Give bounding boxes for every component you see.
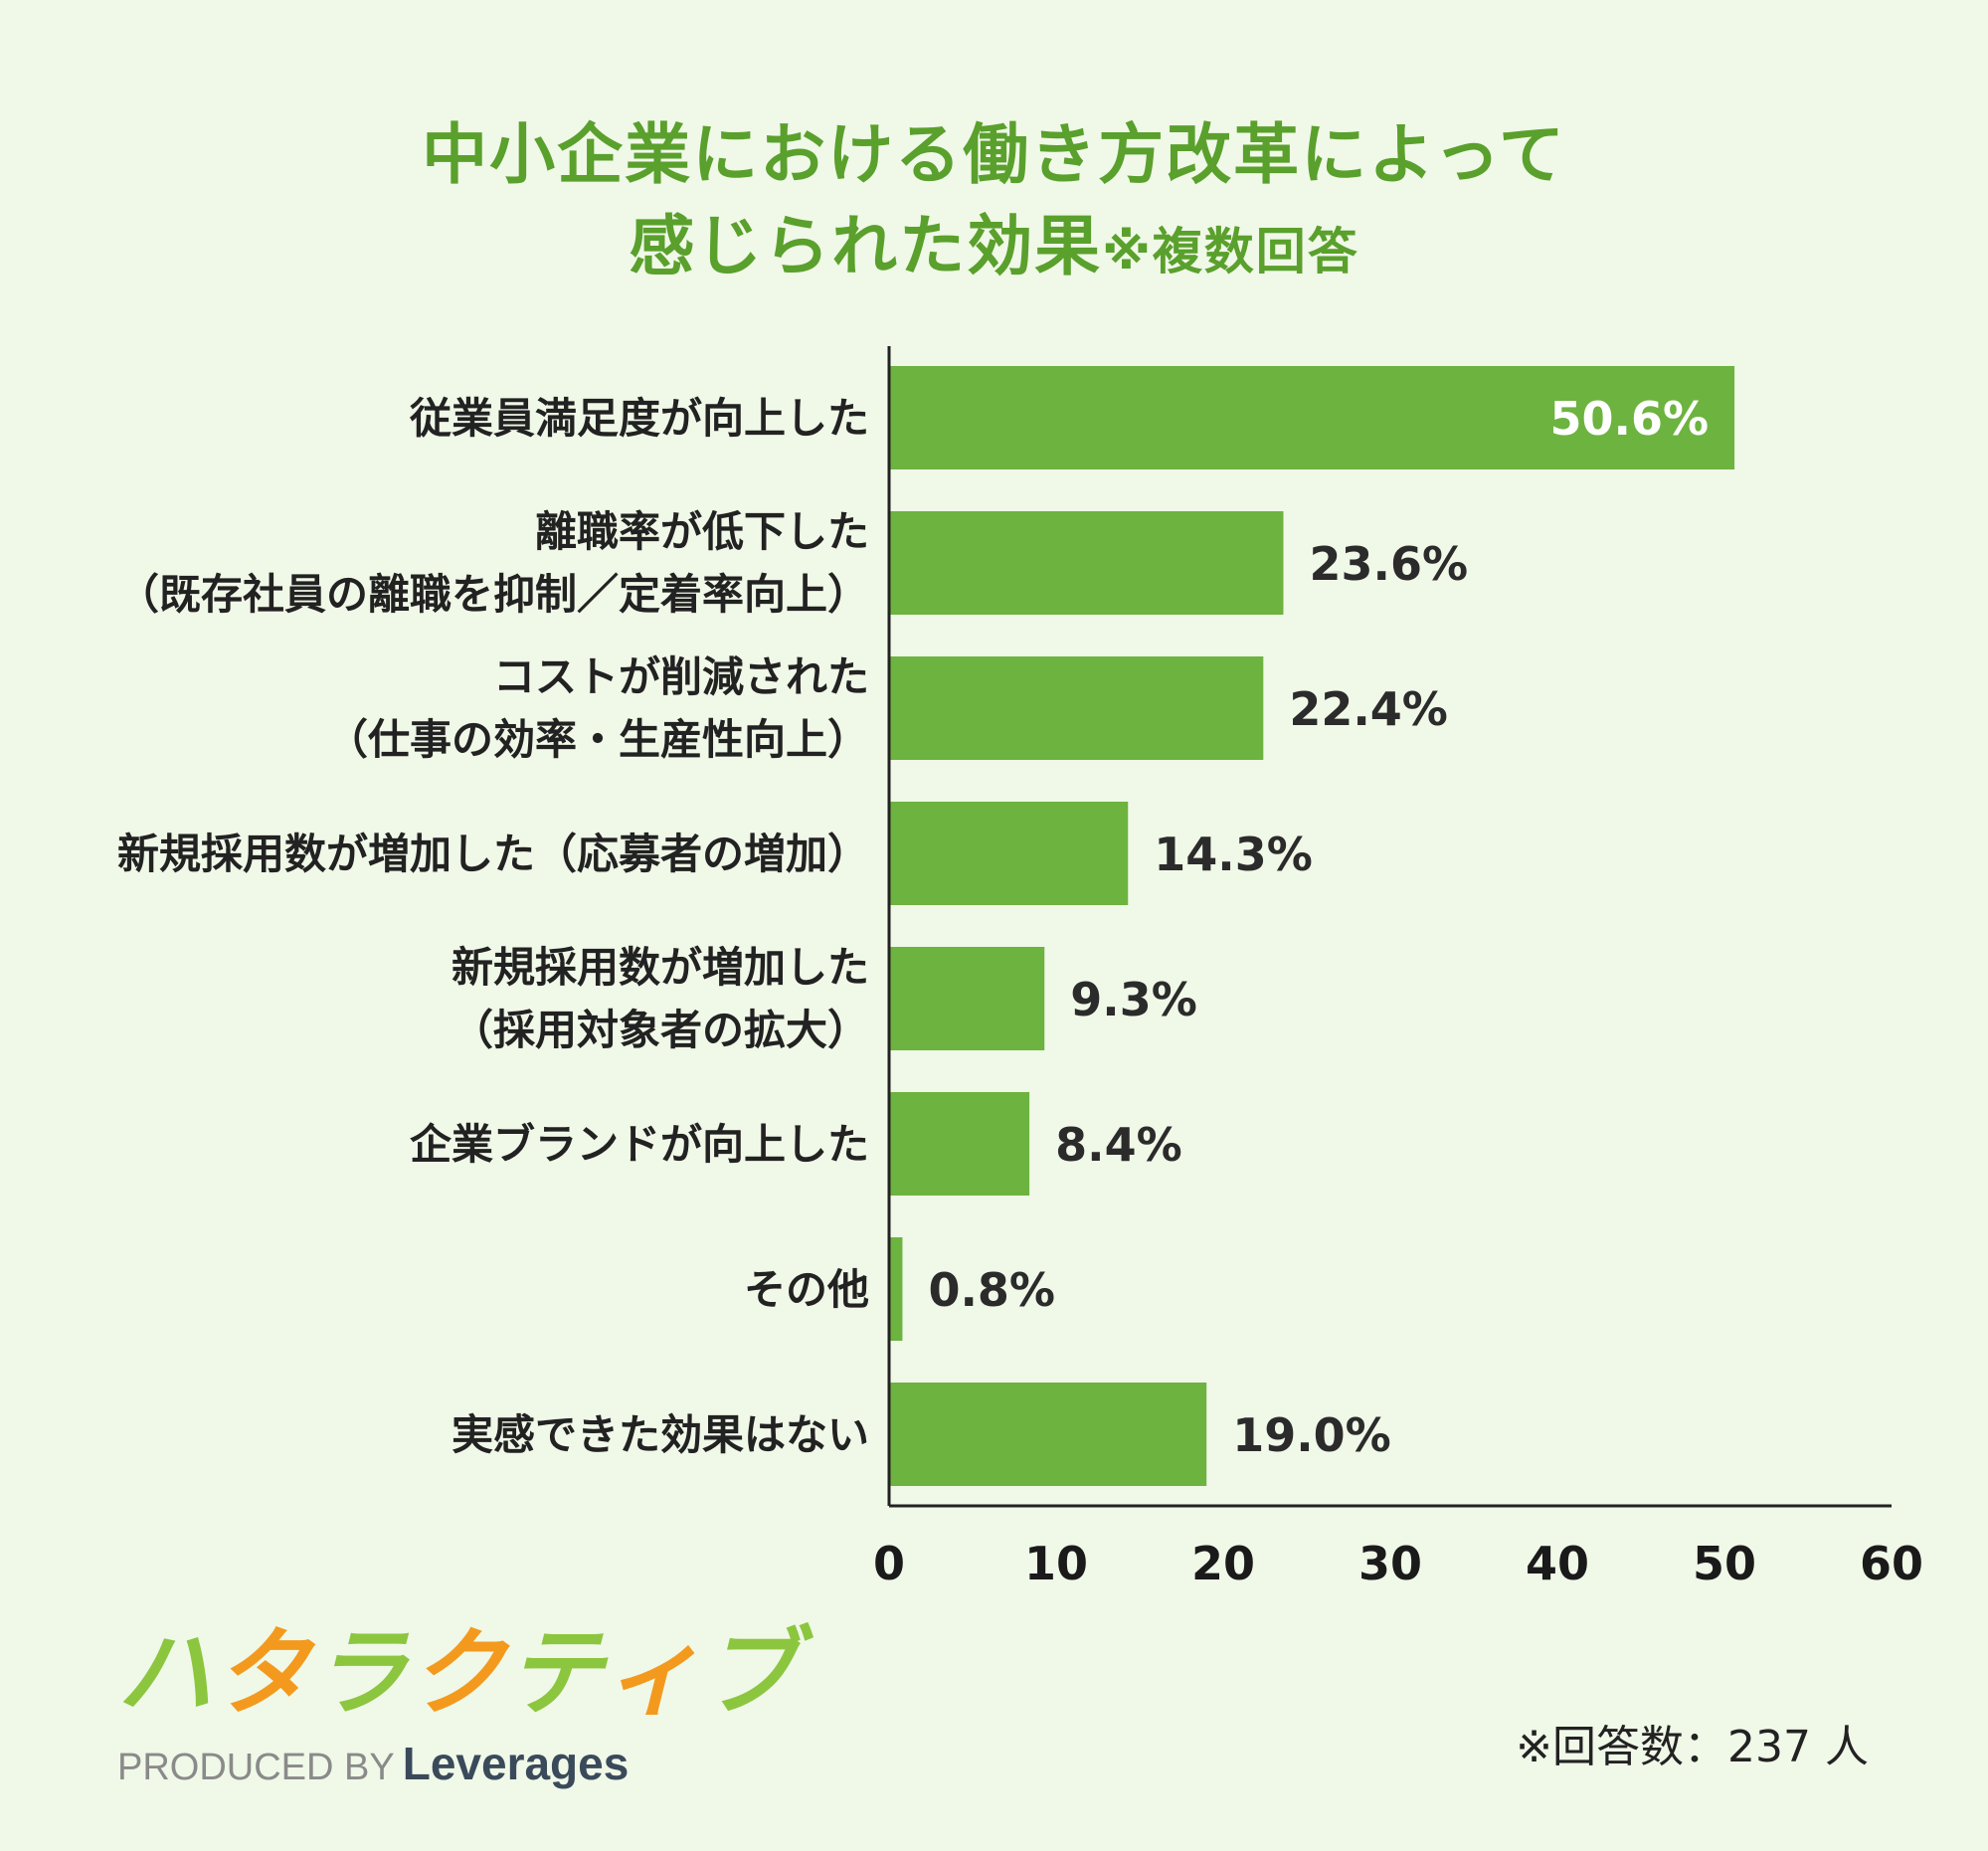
hataractive-logo: ハタラクティブ PRODUCED BY Leverages [117,1617,798,1790]
category-label-5-line-0: 企業ブランドが向上した [410,1120,869,1169]
value-label-5: 8.4% [1055,1118,1182,1172]
logo-char-4: テ [507,1617,605,1729]
chart-title-line1: 中小企業における働き方改革によって [422,116,1566,193]
chart-title-main: 感じられた効果 [629,208,1103,284]
chart-title: 中小企業における働き方改革によって 感じられた効果※複数回答 [0,109,1988,297]
category-label-1: 離職率が低下した （既存社員の離職を抑制／定着率向上） [117,507,869,619]
logo-char-1: タ [215,1617,312,1729]
x-tick-label-4: 40 [1526,1537,1589,1590]
bar-7 [889,1383,1207,1486]
category-label-4-line-0: 新規採用数が増加した [452,943,869,992]
bar-1 [889,511,1284,615]
x-tick-label-5: 50 [1693,1537,1756,1590]
category-label-4: 新規採用数が増加した （採用対象者の拡大） [452,943,869,1054]
chart-title-line2: 感じられた効果※複数回答 [0,201,1988,297]
x-tick-labels: 0 10 20 30 40 50 60 [873,1537,1923,1590]
category-label-5: 企業ブランドが向上した [410,1120,869,1169]
category-label-2: コストが削減された （仕事の効率・生産性向上） [326,652,869,764]
logo-char-0: ハ [117,1617,215,1729]
chart-title-note: ※複数回答 [1102,223,1359,280]
value-label-4: 9.3% [1070,973,1197,1026]
category-label-2-line-1: （仕事の効率・生産性向上） [326,715,869,764]
bar-4 [889,947,1045,1050]
logo-char-2: ラ [312,1617,410,1729]
category-label-4-line-1: （採用対象者の拡大） [452,1006,869,1054]
respondent-count-note: ※回答数：237 人 [1516,1722,1869,1772]
x-tick-label-2: 20 [1191,1537,1255,1590]
category-label-6-line-0: その他 [744,1265,869,1314]
bar-2 [889,656,1264,760]
value-label-6: 0.8% [928,1263,1055,1317]
value-label-2: 22.4% [1289,682,1448,736]
bar-6 [889,1237,903,1341]
category-label-2-line-0: コストが削減された [493,652,869,701]
logo-char-6: ブ [702,1617,800,1729]
category-label-7-line-0: 実感できた効果はない [452,1410,869,1459]
x-tick-label-3: 30 [1358,1537,1422,1590]
bars-group [889,366,1735,1486]
category-label-1-line-1: （既存社員の離職を抑制／定着率向上） [117,570,869,619]
value-labels: 50.6% 23.6% 22.4% 14.3% 9.3% 8.4% 0.8% 19.0% [928,392,1709,1462]
x-tick-label-1: 10 [1024,1537,1088,1590]
leverages-brand: Leverages [402,1738,630,1789]
value-label-0: 50.6% [1549,392,1709,446]
value-label-7: 19.0% [1232,1408,1391,1462]
category-label-6: その他 [744,1265,869,1314]
category-label-3-line-0: 新規採用数が増加した（応募者の増加） [117,830,869,878]
value-label-1: 23.6% [1309,537,1468,591]
category-label-3: 新規採用数が増加した（応募者の増加） [117,830,869,878]
x-tick-label-6: 60 [1860,1537,1923,1590]
logo-char-5: ィ [605,1617,702,1729]
logo-mark: ハタラクティブ [117,1617,798,1729]
bar-3 [889,802,1129,905]
category-label-0-line-0: 従業員満足度が向上した [409,394,869,443]
bar-5 [889,1092,1030,1196]
produced-by-text: PRODUCED BY [117,1747,395,1788]
value-label-3: 14.3% [1154,828,1313,881]
logo-char-3: ク [410,1617,507,1729]
bar-0 [889,366,1735,469]
x-tick-label-0: 0 [873,1537,905,1590]
category-label-7: 実感できた効果はない [452,1410,869,1459]
logo-produced-by: PRODUCED BY Leverages [117,1737,634,1790]
category-label-0: 従業員満足度が向上した [409,394,869,443]
category-label-1-line-0: 離職率が低下した [535,507,869,556]
